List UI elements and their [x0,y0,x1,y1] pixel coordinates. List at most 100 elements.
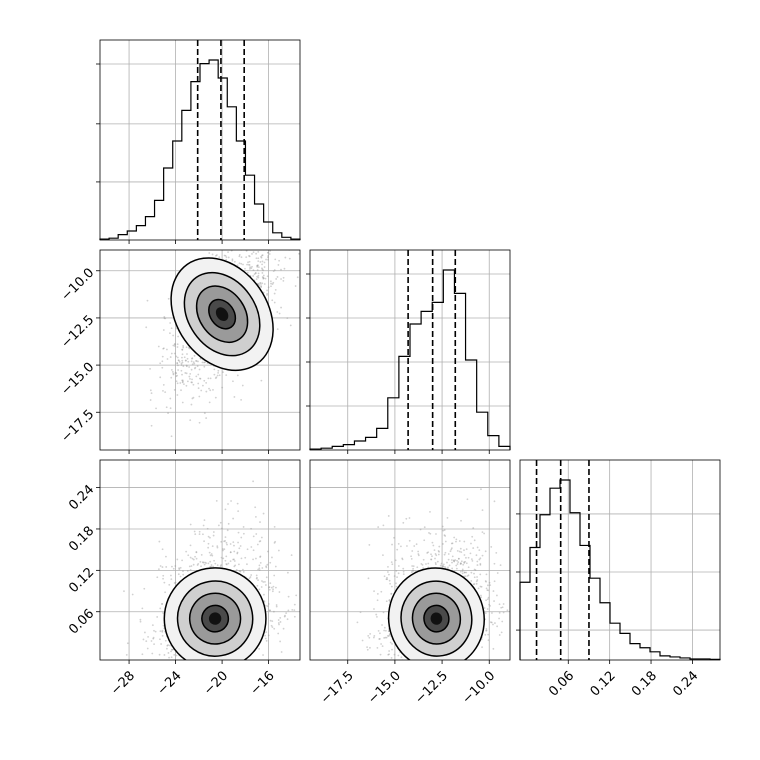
sample-point [272,281,275,284]
sample-point [208,387,210,390]
sample-point [484,580,487,582]
sample-point [269,280,272,283]
sample-point [402,573,405,576]
sample-point [206,527,209,530]
sample-point [269,250,271,252]
sample-point [274,258,277,261]
sample-point [434,557,436,560]
sample-point [187,346,190,349]
sample-point [485,628,488,630]
sample-point [238,547,241,550]
sample-point [131,593,134,596]
sample-point [261,260,264,263]
sample-point [205,381,208,384]
sample-point [406,545,408,547]
sample-point [232,380,234,383]
sample-point [164,639,167,642]
sample-point [153,629,155,632]
histogram-steps [99,59,301,240]
sample-point [262,277,265,280]
sample-point [161,629,164,632]
contour-line [188,592,242,645]
sample-point [412,664,414,666]
sample-point [387,635,390,637]
sample-point [162,577,164,580]
sample-point [181,559,184,562]
sample-point [270,282,272,285]
sample-point [245,250,248,252]
sample-point [276,276,279,278]
sample-point [224,559,227,562]
sample-point [255,257,258,260]
contour-line [387,567,485,660]
sample-point [273,541,276,544]
sample-point [227,522,230,525]
sample-point [264,580,266,583]
sample-point [176,558,179,561]
sample-point [176,343,179,346]
sample-point [204,561,206,564]
sample-point [485,573,488,576]
sample-point [397,664,399,666]
sample-point [152,636,155,639]
sample-point [280,306,282,309]
density-group [128,247,300,438]
sample-point [268,586,271,588]
sample-point [159,376,162,379]
sample-point [275,604,278,606]
sample-point [190,403,193,406]
sample-point [423,660,425,662]
sample-point [423,539,426,542]
sample-point [181,359,184,362]
sample-point [435,554,438,557]
sample-point [421,563,424,566]
sample-point [455,567,458,570]
sample-point [177,364,179,367]
sample-point [218,256,221,258]
sample-point [176,374,179,377]
sample-point [378,638,381,640]
sample-point [397,572,400,575]
sample-point [189,372,192,375]
sample-point [208,401,211,404]
sample-point [373,590,375,593]
sample-point [210,553,213,555]
sample-point [278,623,280,626]
x-tick-label: 0.12 [588,668,619,699]
sample-point [387,630,390,632]
sample-point [274,289,277,291]
sample-point [231,259,234,262]
sample-point [167,297,170,300]
sample-point [160,665,162,667]
sample-point [310,583,312,585]
sample-point [162,574,165,577]
sample-point [473,539,476,542]
sample-point [226,529,229,532]
histogram-steps [309,269,511,450]
sample-point [294,247,296,249]
sample-point [457,561,460,564]
sample-point [240,256,243,259]
sample-point [168,583,171,586]
sample-point [262,276,265,279]
sample-point [212,388,214,391]
sample-point [165,406,168,409]
histogram-steps [519,479,721,660]
sample-point [258,648,261,650]
sample-point [191,363,194,366]
sample-point [475,580,478,583]
sample-point [447,566,449,569]
sample-point [252,275,255,277]
sample-point [480,594,482,597]
sample-point [463,549,465,552]
sample-point [187,554,190,557]
sample-point [183,669,185,671]
sample-point [280,268,282,271]
sample-point [161,602,164,605]
sample-point [227,562,230,565]
sample-point [485,629,488,632]
sample-point [401,557,404,560]
sample-point [169,397,172,400]
sample-point [176,346,179,348]
sample-point [224,540,227,542]
